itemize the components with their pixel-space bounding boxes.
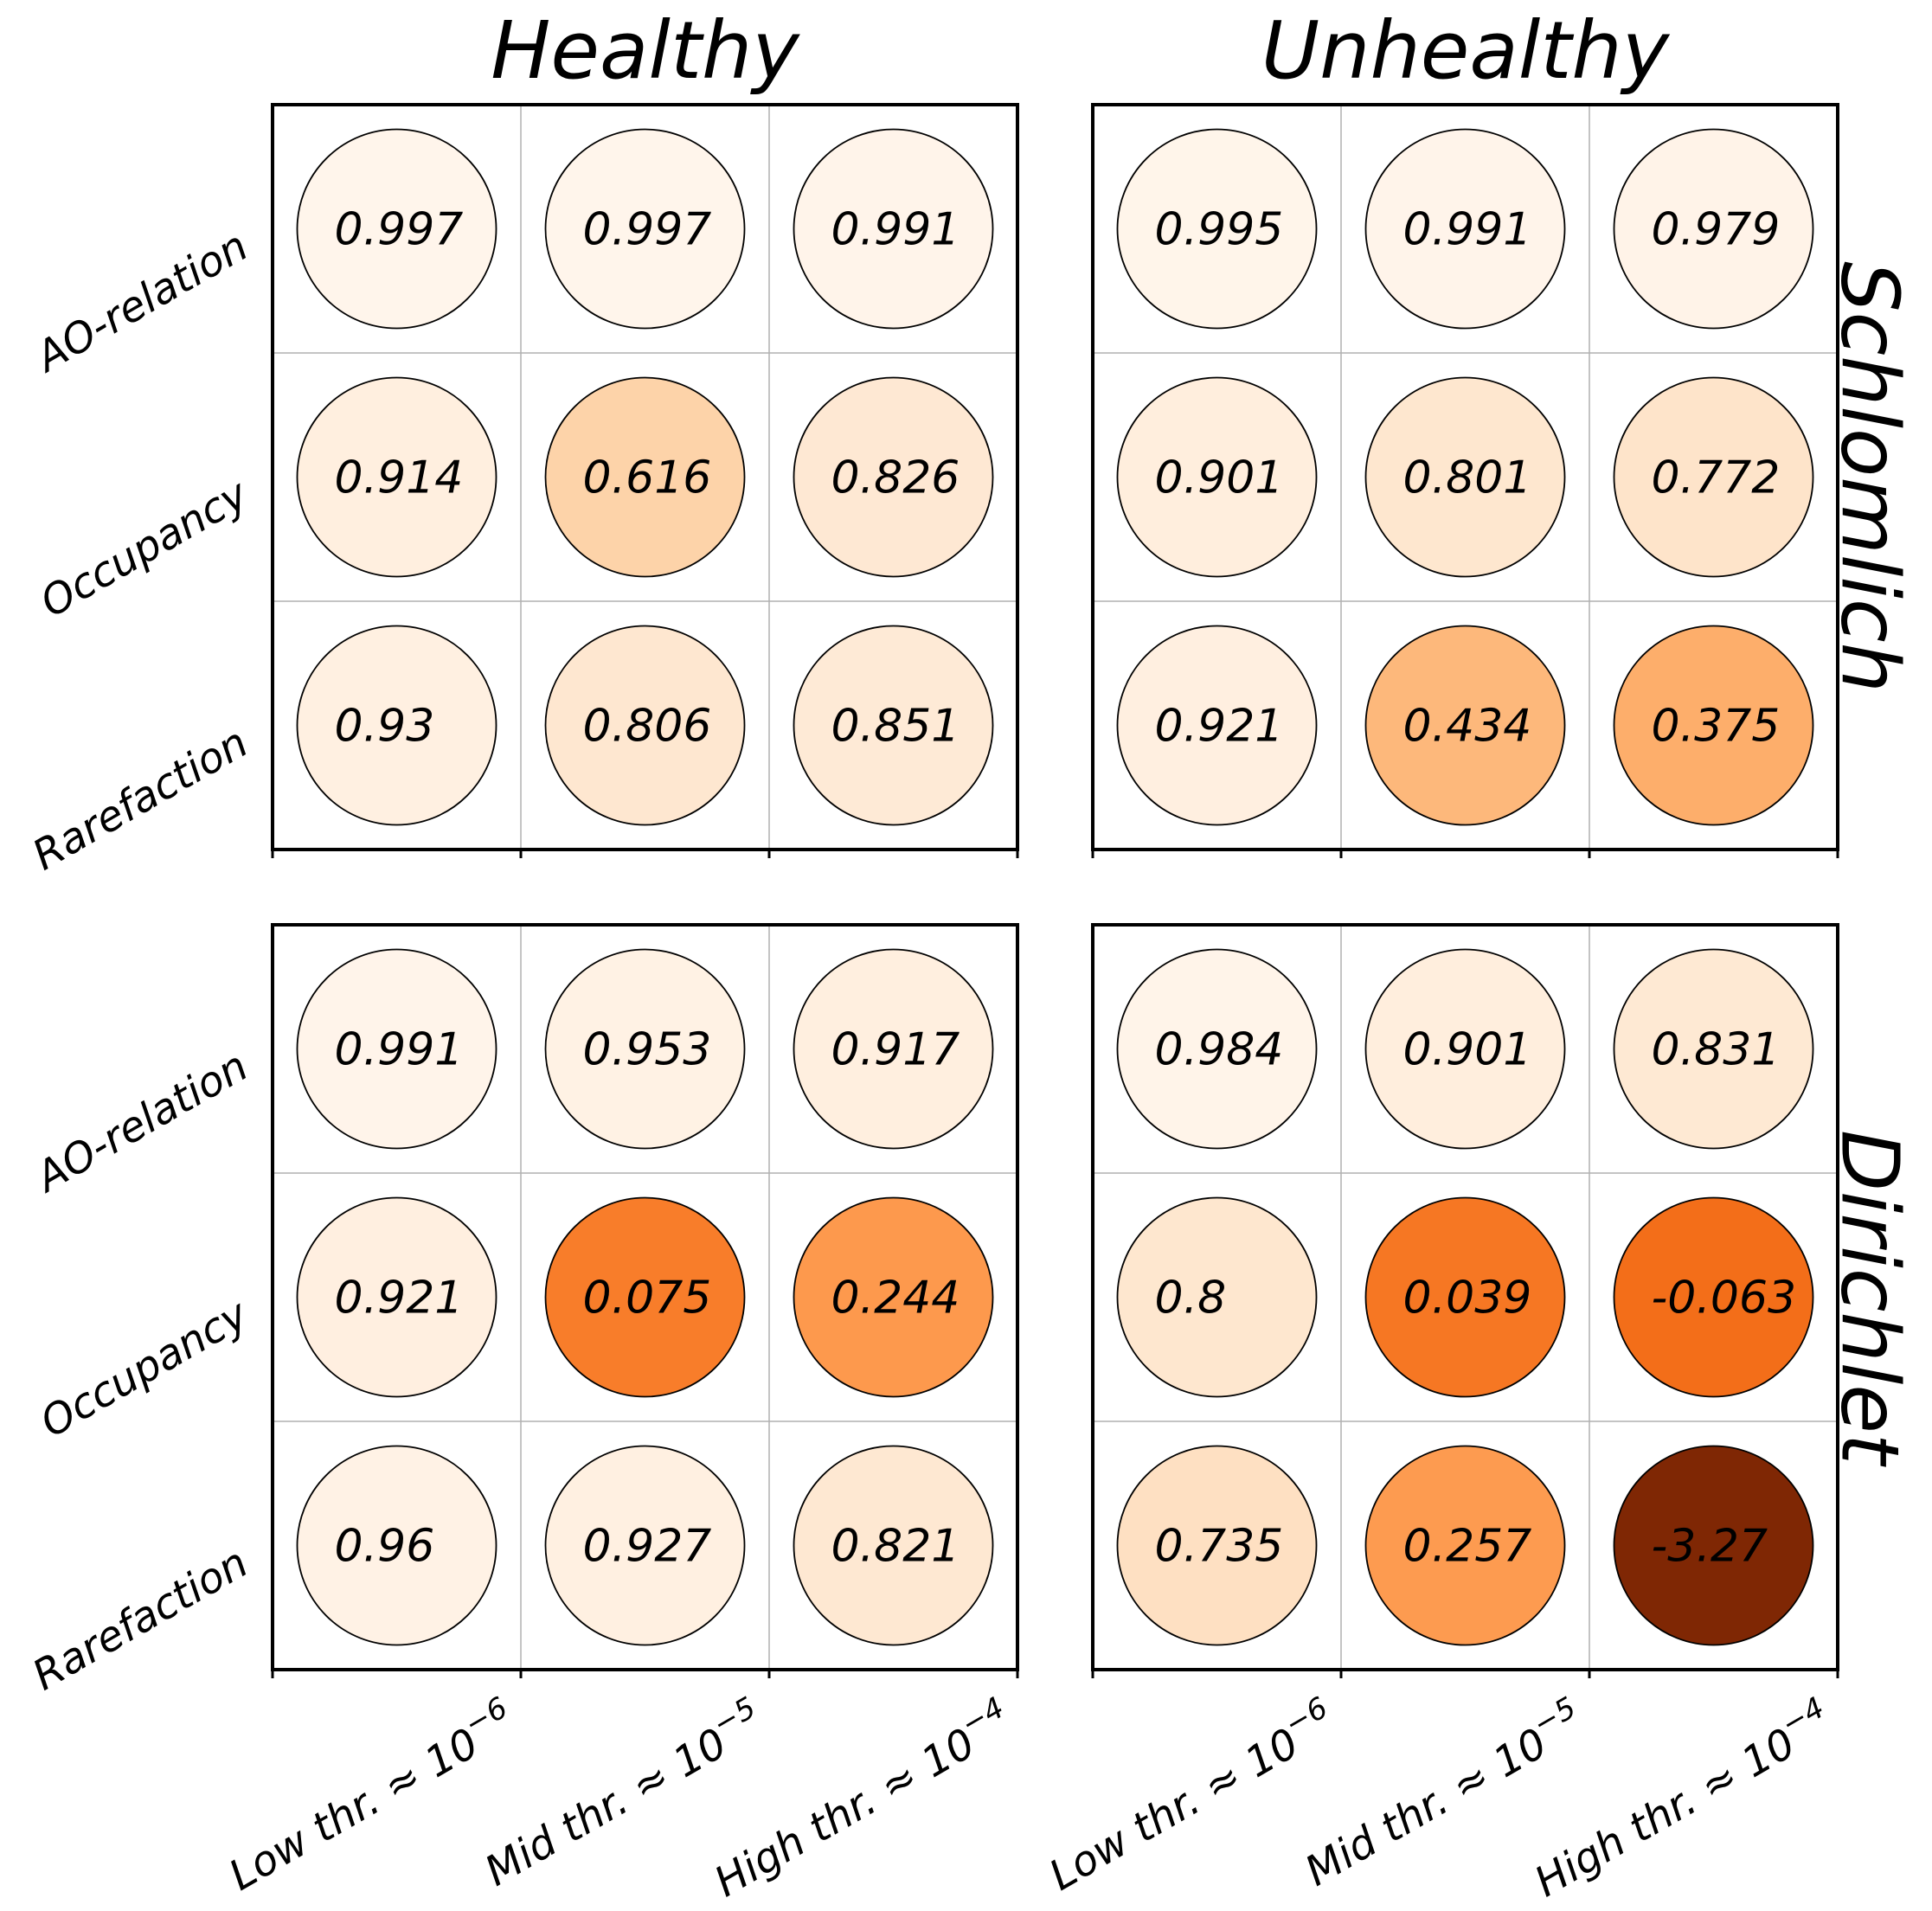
bubble-mark bbox=[1364, 948, 1566, 1150]
bubble-mark bbox=[1364, 1196, 1566, 1398]
data-label: 0.995 bbox=[1155, 204, 1284, 256]
data-label: 0.831 bbox=[1652, 1024, 1781, 1076]
panels: 0.997 0.997 0.991 0.914 0.616 0.826 0.93 0.806 0… bbox=[24, 103, 1839, 1907]
data-label: 0.772 bbox=[1652, 452, 1781, 504]
data-label: -0.063 bbox=[1652, 1273, 1797, 1324]
bubble-mark bbox=[296, 1445, 497, 1646]
column-title: Unhealthy bbox=[1261, 4, 1671, 97]
panel-schlomlich-healthy: 0.997 0.997 0.991 0.914 0.616 0.826 0.93 0.806 0… bbox=[24, 103, 1019, 880]
data-label: 0.851 bbox=[831, 701, 960, 753]
bubble-mark bbox=[1364, 128, 1566, 330]
bubble-mark bbox=[544, 948, 746, 1150]
bubble-mark bbox=[1613, 128, 1814, 330]
data-label: 0.927 bbox=[583, 1521, 712, 1573]
bubble-mark bbox=[544, 1196, 746, 1398]
bubble-mark bbox=[1116, 1445, 1318, 1646]
data-label: 0.991 bbox=[831, 204, 960, 256]
bubble-mark bbox=[1116, 948, 1318, 1150]
bubble-mark bbox=[793, 625, 994, 826]
data-label: 0.953 bbox=[583, 1024, 712, 1076]
data-label: 0.257 bbox=[1403, 1521, 1532, 1573]
bubble-mark bbox=[793, 1445, 994, 1646]
bubble-mark bbox=[1613, 376, 1814, 578]
data-label: 0.826 bbox=[831, 452, 960, 504]
bubble-mark bbox=[1364, 376, 1566, 578]
bubble-mark bbox=[1116, 376, 1318, 578]
panel-frame bbox=[1091, 103, 1839, 851]
data-label: 0.075 bbox=[583, 1273, 712, 1324]
bubble-mark bbox=[1613, 948, 1814, 1150]
data-label: 0.375 bbox=[1652, 701, 1781, 753]
data-label: 0.921 bbox=[1155, 701, 1284, 753]
row-title: Dirichlet bbox=[1824, 1130, 1916, 1467]
bubble-mark bbox=[793, 948, 994, 1150]
data-label: 0.8 bbox=[1155, 1273, 1227, 1324]
data-label: 0.244 bbox=[831, 1273, 960, 1324]
bubble-mark bbox=[296, 128, 497, 330]
annotations: Healthy Unhealthy Schlomlich Dirichlet bbox=[491, 4, 1916, 1467]
bubble-mark bbox=[793, 376, 994, 578]
data-label: 0.914 bbox=[335, 452, 464, 504]
data-label: 0.997 bbox=[335, 204, 464, 256]
panel-frame bbox=[1091, 923, 1839, 1671]
bubble-mark bbox=[793, 1196, 994, 1398]
data-label: 0.901 bbox=[1155, 452, 1284, 504]
bubble-mark bbox=[1116, 128, 1318, 330]
data-label: 0.039 bbox=[1403, 1273, 1532, 1324]
bubble-mark bbox=[1364, 1445, 1566, 1646]
bubble-mark bbox=[544, 625, 746, 826]
bubble-mark bbox=[1116, 1196, 1318, 1398]
column-title: Healthy bbox=[491, 4, 800, 97]
data-label: 0.921 bbox=[335, 1273, 464, 1324]
data-label: 0.735 bbox=[1155, 1521, 1284, 1573]
data-label: 0.991 bbox=[1403, 204, 1532, 256]
data-label: 0.434 bbox=[1403, 701, 1532, 753]
panel-schlomlich-unhealthy: 0.995 0.991 0.979 0.901 0.801 0.772 0.921 0.434… bbox=[1091, 103, 1839, 858]
bubble-mark bbox=[1116, 625, 1318, 826]
bubble-mark bbox=[296, 625, 497, 826]
data-label: 0.984 bbox=[1155, 1024, 1284, 1076]
bubble-mark bbox=[296, 1196, 497, 1398]
data-label: -3.27 bbox=[1652, 1521, 1768, 1573]
data-label: 0.801 bbox=[1403, 452, 1532, 504]
panel-frame bbox=[271, 103, 1019, 851]
panel-frame bbox=[271, 923, 1019, 1671]
data-label: 0.821 bbox=[831, 1521, 960, 1573]
bubble-mark bbox=[296, 948, 497, 1150]
data-label: 0.997 bbox=[583, 204, 712, 256]
row-title: Schlomlich bbox=[1824, 261, 1916, 693]
data-label: 0.991 bbox=[335, 1024, 464, 1076]
bubble-mark bbox=[544, 1445, 746, 1646]
bubble-mark bbox=[296, 376, 497, 578]
data-label: 0.93 bbox=[335, 701, 435, 753]
bubble-mark bbox=[544, 128, 746, 330]
data-label: 0.901 bbox=[1403, 1024, 1532, 1076]
bubble-mark bbox=[793, 128, 994, 330]
data-label: 0.917 bbox=[831, 1024, 960, 1076]
bubble-mark bbox=[1613, 1196, 1814, 1398]
bubble-mark bbox=[544, 376, 746, 578]
data-label: 0.616 bbox=[583, 452, 712, 504]
bubble-mark bbox=[1364, 625, 1566, 826]
bubble-mark bbox=[1613, 625, 1814, 826]
data-label: 0.96 bbox=[335, 1521, 435, 1573]
data-label: 0.979 bbox=[1652, 204, 1781, 256]
bubble-mark bbox=[1613, 1445, 1814, 1646]
data-label: 0.806 bbox=[583, 701, 712, 753]
